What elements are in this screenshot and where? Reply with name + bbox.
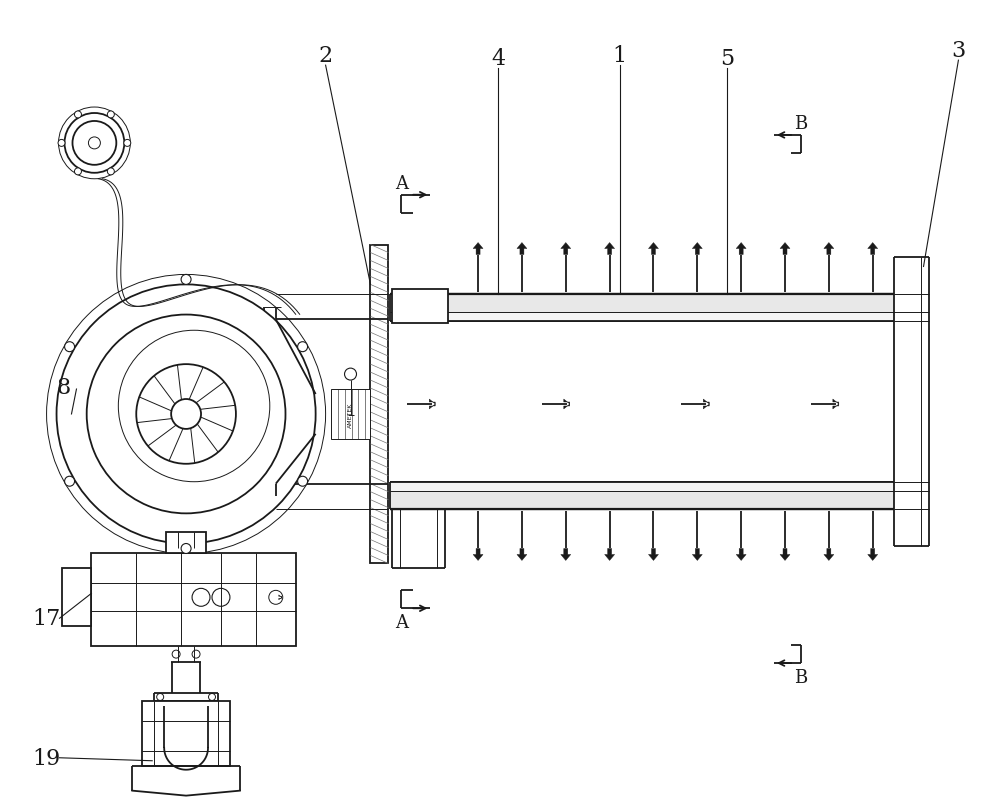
Text: B: B — [794, 668, 808, 687]
Text: 5: 5 — [720, 48, 734, 70]
Polygon shape — [561, 548, 571, 560]
Polygon shape — [605, 243, 615, 255]
Polygon shape — [473, 243, 483, 255]
Text: AMETEK: AMETEK — [348, 402, 353, 427]
Text: 17: 17 — [32, 608, 61, 630]
Circle shape — [181, 544, 191, 554]
Text: 1: 1 — [613, 45, 627, 67]
Text: 2: 2 — [319, 45, 333, 67]
Bar — [331, 389, 370, 439]
Text: B: B — [794, 115, 808, 132]
Polygon shape — [605, 548, 615, 560]
Circle shape — [298, 342, 308, 353]
Polygon shape — [517, 548, 527, 560]
Circle shape — [57, 285, 316, 544]
Circle shape — [298, 477, 308, 487]
Text: 8: 8 — [56, 377, 71, 398]
Polygon shape — [736, 548, 746, 560]
Polygon shape — [473, 548, 483, 560]
Polygon shape — [561, 243, 571, 255]
Polygon shape — [868, 243, 878, 255]
Text: A: A — [395, 174, 408, 193]
Polygon shape — [692, 243, 702, 255]
Circle shape — [181, 275, 191, 285]
Text: 19: 19 — [32, 747, 61, 768]
Bar — [390, 313, 894, 322]
Bar — [142, 701, 230, 766]
Polygon shape — [736, 243, 746, 255]
Polygon shape — [517, 243, 527, 255]
Bar — [390, 491, 894, 509]
Polygon shape — [824, 243, 834, 255]
Polygon shape — [824, 548, 834, 560]
Text: 4: 4 — [491, 48, 505, 70]
Bar — [91, 554, 296, 646]
Circle shape — [124, 141, 131, 147]
Bar — [166, 532, 206, 554]
Polygon shape — [692, 548, 702, 560]
Circle shape — [74, 169, 81, 176]
Polygon shape — [279, 595, 282, 600]
Polygon shape — [429, 400, 435, 410]
Polygon shape — [564, 400, 570, 410]
Circle shape — [58, 141, 65, 147]
Circle shape — [107, 112, 114, 119]
Polygon shape — [648, 243, 658, 255]
Bar — [392, 290, 448, 324]
Circle shape — [107, 169, 114, 176]
Polygon shape — [833, 400, 839, 410]
Circle shape — [65, 477, 75, 487]
Bar — [370, 245, 388, 564]
Text: 3: 3 — [951, 40, 966, 62]
Polygon shape — [868, 548, 878, 560]
Polygon shape — [780, 548, 790, 560]
Circle shape — [171, 400, 201, 430]
Bar — [390, 482, 894, 491]
Polygon shape — [703, 400, 709, 410]
Bar — [390, 295, 894, 313]
Polygon shape — [648, 548, 658, 560]
Circle shape — [74, 112, 81, 119]
Text: A: A — [395, 613, 408, 631]
Bar — [62, 569, 91, 626]
Polygon shape — [780, 243, 790, 255]
Circle shape — [65, 342, 75, 353]
